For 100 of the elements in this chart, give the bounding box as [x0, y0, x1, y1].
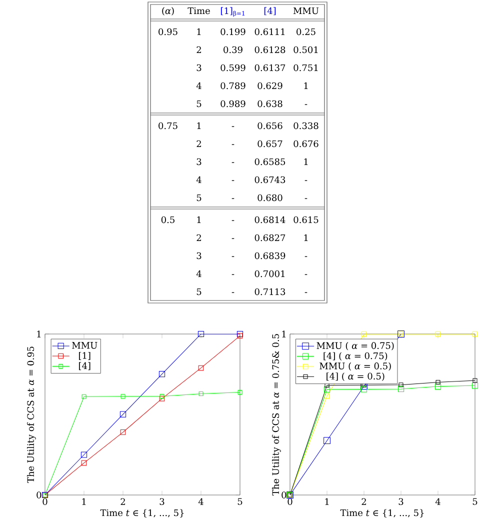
point — [324, 383, 330, 388]
text: 0.638 — [258, 100, 282, 108]
text: 0.199 — [220, 28, 246, 36]
point — [472, 378, 478, 383]
text: 0.7113 — [254, 288, 286, 296]
point — [80, 452, 88, 458]
text: 0.599 — [220, 64, 246, 72]
text: 4 — [196, 82, 202, 89]
x-tick-label: 0 — [288, 498, 292, 505]
text: 2 — [196, 234, 201, 241]
text: 2 — [196, 140, 201, 147]
x-tick-label: 5 — [238, 498, 242, 505]
text: 3 — [196, 158, 202, 166]
text: 0.6743 — [254, 176, 286, 184]
text: 0.6585 — [254, 158, 286, 166]
point — [324, 386, 330, 392]
y-axis-title: The Utility of CCS at α = 0.75& 0.5 — [272, 334, 281, 496]
point — [435, 331, 441, 337]
text: 0.501 — [294, 46, 318, 54]
point — [324, 393, 330, 399]
text: - — [232, 126, 234, 127]
text: 1 — [197, 216, 201, 223]
text: 0.95 — [158, 28, 178, 36]
text: - — [232, 198, 234, 199]
text: 5 — [196, 100, 202, 108]
point — [81, 460, 87, 466]
point — [360, 386, 368, 392]
text: 1 — [304, 82, 308, 89]
category-label: (α) — [162, 7, 174, 16]
point — [238, 390, 242, 395]
legend-label: MMU — [72, 342, 98, 349]
text: 1 — [304, 158, 308, 165]
legend-label: MMU ( α = 0.5) — [320, 362, 391, 371]
text: 3 — [196, 252, 202, 260]
point — [434, 383, 442, 390]
point — [436, 380, 440, 385]
text: - — [232, 292, 234, 293]
text: 2 — [196, 46, 201, 53]
x-tick-label: 1 — [82, 498, 86, 505]
text: 3 — [196, 64, 202, 72]
x-tick-label: 2 — [362, 498, 366, 505]
point — [159, 396, 165, 402]
text: 0.789 — [220, 82, 246, 90]
legend-label: [4] ( α = 0.5) — [326, 372, 384, 381]
category-label: [4] — [264, 7, 276, 16]
point — [82, 394, 86, 399]
text: 0.5 — [161, 216, 174, 224]
legend-label: [1] — [79, 352, 90, 360]
point — [160, 394, 164, 398]
text: - — [304, 256, 308, 257]
legend-label: [4] ( α = 0.75) — [324, 352, 388, 360]
text: - — [232, 162, 234, 163]
point — [120, 394, 126, 399]
text: 1 — [197, 122, 201, 129]
text: - — [232, 274, 234, 275]
text: 5 — [196, 194, 202, 202]
x-tick-label: 5 — [472, 498, 478, 505]
x-tick-label: 4 — [198, 498, 204, 505]
category-label: [1]$_{β=1}$ — [220, 7, 244, 17]
point — [198, 330, 204, 338]
text: 0.615 — [294, 216, 318, 224]
point — [198, 365, 204, 371]
point — [158, 371, 166, 378]
text: 0.676 — [294, 140, 318, 148]
x-tick-label: 3 — [160, 498, 164, 505]
text: - — [304, 104, 308, 105]
text: 0.6128 — [254, 46, 286, 54]
text: 0.6137 — [254, 64, 286, 72]
y-axis-title: The Utility of CCS at α = 0.95 — [27, 346, 36, 483]
text: 1 — [304, 234, 308, 241]
point — [472, 331, 478, 337]
text: 0.656 — [258, 122, 282, 130]
text: 0.6111 — [254, 28, 284, 36]
legend-label: MMU ( α = 0.75) — [316, 342, 394, 350]
point — [237, 333, 243, 338]
x-tick-label: 4 — [435, 498, 440, 505]
point — [236, 330, 244, 338]
text: - — [232, 220, 234, 221]
point — [398, 382, 404, 388]
text: 0.6839 — [254, 252, 286, 260]
x-tick-label: 2 — [120, 498, 125, 505]
point — [198, 391, 204, 396]
text: 0.7001 — [254, 270, 284, 278]
text: 1 — [197, 28, 201, 35]
text: 0.629 — [258, 82, 282, 90]
text: 0.751 — [294, 64, 318, 72]
x-axis-title: Time t ∈ {1, ..., 5} — [340, 509, 424, 518]
point — [120, 430, 126, 435]
x-tick-label: 3 — [398, 498, 404, 505]
text: - — [232, 256, 234, 257]
point — [324, 437, 330, 444]
x-axis-title: Time t ∈ {1, ..., 5} — [100, 509, 184, 518]
legend-label: [4] — [79, 362, 90, 370]
text: - — [232, 144, 234, 145]
text: - — [304, 274, 308, 275]
text: 0.338 — [294, 122, 318, 130]
x-tick-label: 1 — [325, 498, 329, 505]
text: - — [304, 198, 308, 199]
text: 5 — [196, 288, 202, 296]
text: - — [304, 180, 308, 181]
